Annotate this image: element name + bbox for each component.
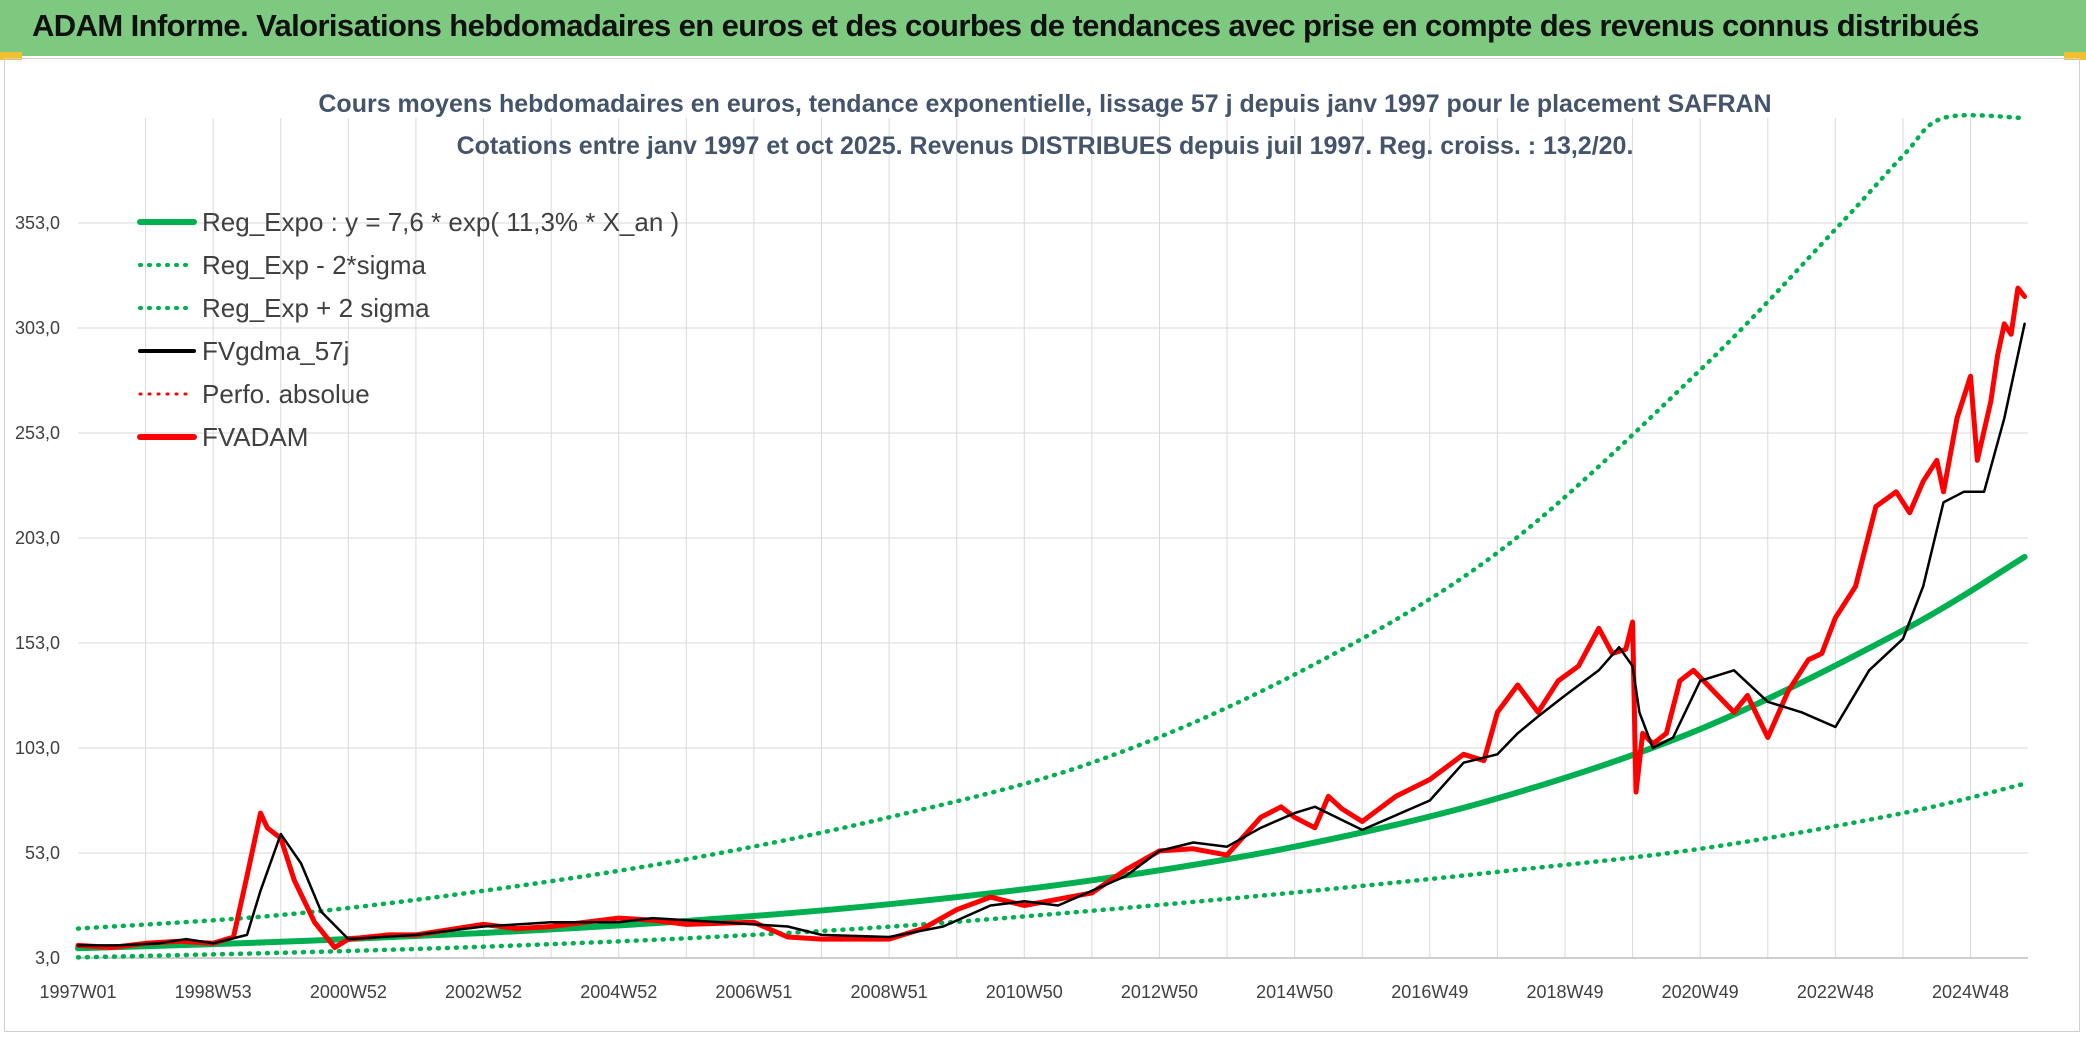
x-tick-label: 2008W51 bbox=[851, 982, 928, 1002]
x-tick-label: 1997W01 bbox=[39, 982, 116, 1002]
x-axis: 1997W01 1998W53 2000W52 2002W52 2004W52 2006W… bbox=[39, 982, 2009, 1002]
report-banner: ADAM Informe. Valorisations hebdomadaire… bbox=[0, 0, 2086, 56]
x-tick-label: 1998W53 bbox=[175, 982, 252, 1002]
y-tick-label: 253,0 bbox=[15, 423, 60, 443]
x-tick-label: 2012W50 bbox=[1121, 982, 1198, 1002]
x-tick-label: 2022W48 bbox=[1797, 982, 1874, 1002]
legend-label: Reg_Expo : y = 7,6 * exp( 11,3% * X_an ) bbox=[202, 207, 679, 237]
x-tick-label: 2016W49 bbox=[1391, 982, 1468, 1002]
y-axis: 3,0 53,0 103,0 153,0 203,0 253,0 303,0 353,0 bbox=[15, 213, 60, 968]
series-group bbox=[75, 112, 2028, 960]
y-tick-label: 353,0 bbox=[15, 213, 60, 233]
chart-title: Cours moyens hebdomadaires en euros, ten… bbox=[318, 90, 1771, 118]
y-tick-label: 303,0 bbox=[15, 318, 60, 338]
y-tick-label: 203,0 bbox=[15, 528, 60, 548]
legend: Reg_Expo : y = 7,6 * exp( 11,3% * X_an )… bbox=[137, 207, 679, 452]
series-line-reg-expo bbox=[75, 553, 2028, 952]
series-line-reg-exp-2-sigma bbox=[75, 112, 2027, 931]
x-tick-label: 2002W52 bbox=[445, 982, 522, 1002]
series-line-fvadam bbox=[75, 285, 2028, 950]
report-title: ADAM Informe. Valorisations hebdomadaire… bbox=[32, 8, 1979, 43]
y-tick-label: 153,0 bbox=[15, 633, 60, 653]
x-tick-label: 2024W48 bbox=[1932, 982, 2009, 1002]
x-tick-label: 2020W49 bbox=[1662, 982, 1739, 1002]
corner-marker-left bbox=[0, 52, 22, 60]
x-tick-label: 2006W51 bbox=[715, 982, 792, 1002]
y-tick-label: 53,0 bbox=[25, 843, 60, 863]
y-tick-label: 103,0 bbox=[15, 738, 60, 758]
chart-frame bbox=[4, 58, 2080, 1032]
legend-label: Perfo. absolue bbox=[202, 379, 370, 409]
series-line-reg-exp-2-sigma bbox=[75, 781, 2027, 960]
legend-label: FVgdma_57j bbox=[202, 336, 349, 366]
corner-marker-right bbox=[2064, 52, 2086, 60]
series-line-fvgdma-57j bbox=[76, 322, 2026, 947]
x-tick-label: 2014W50 bbox=[1256, 982, 1333, 1002]
legend-label: FVADAM bbox=[202, 422, 308, 452]
x-tick-label: 2010W50 bbox=[986, 982, 1063, 1002]
legend-label: Reg_Exp + 2 sigma bbox=[202, 293, 430, 323]
y-tick-label: 3,0 bbox=[35, 948, 60, 968]
chart-subtitle: Cotations entre janv 1997 et oct 2025. R… bbox=[457, 132, 1634, 160]
x-tick-label: 2018W49 bbox=[1526, 982, 1603, 1002]
x-tick-label: 2000W52 bbox=[310, 982, 387, 1002]
grid bbox=[78, 118, 2028, 959]
legend-label: Reg_Exp - 2*sigma bbox=[202, 250, 427, 280]
x-tick-label: 2004W52 bbox=[580, 982, 657, 1002]
